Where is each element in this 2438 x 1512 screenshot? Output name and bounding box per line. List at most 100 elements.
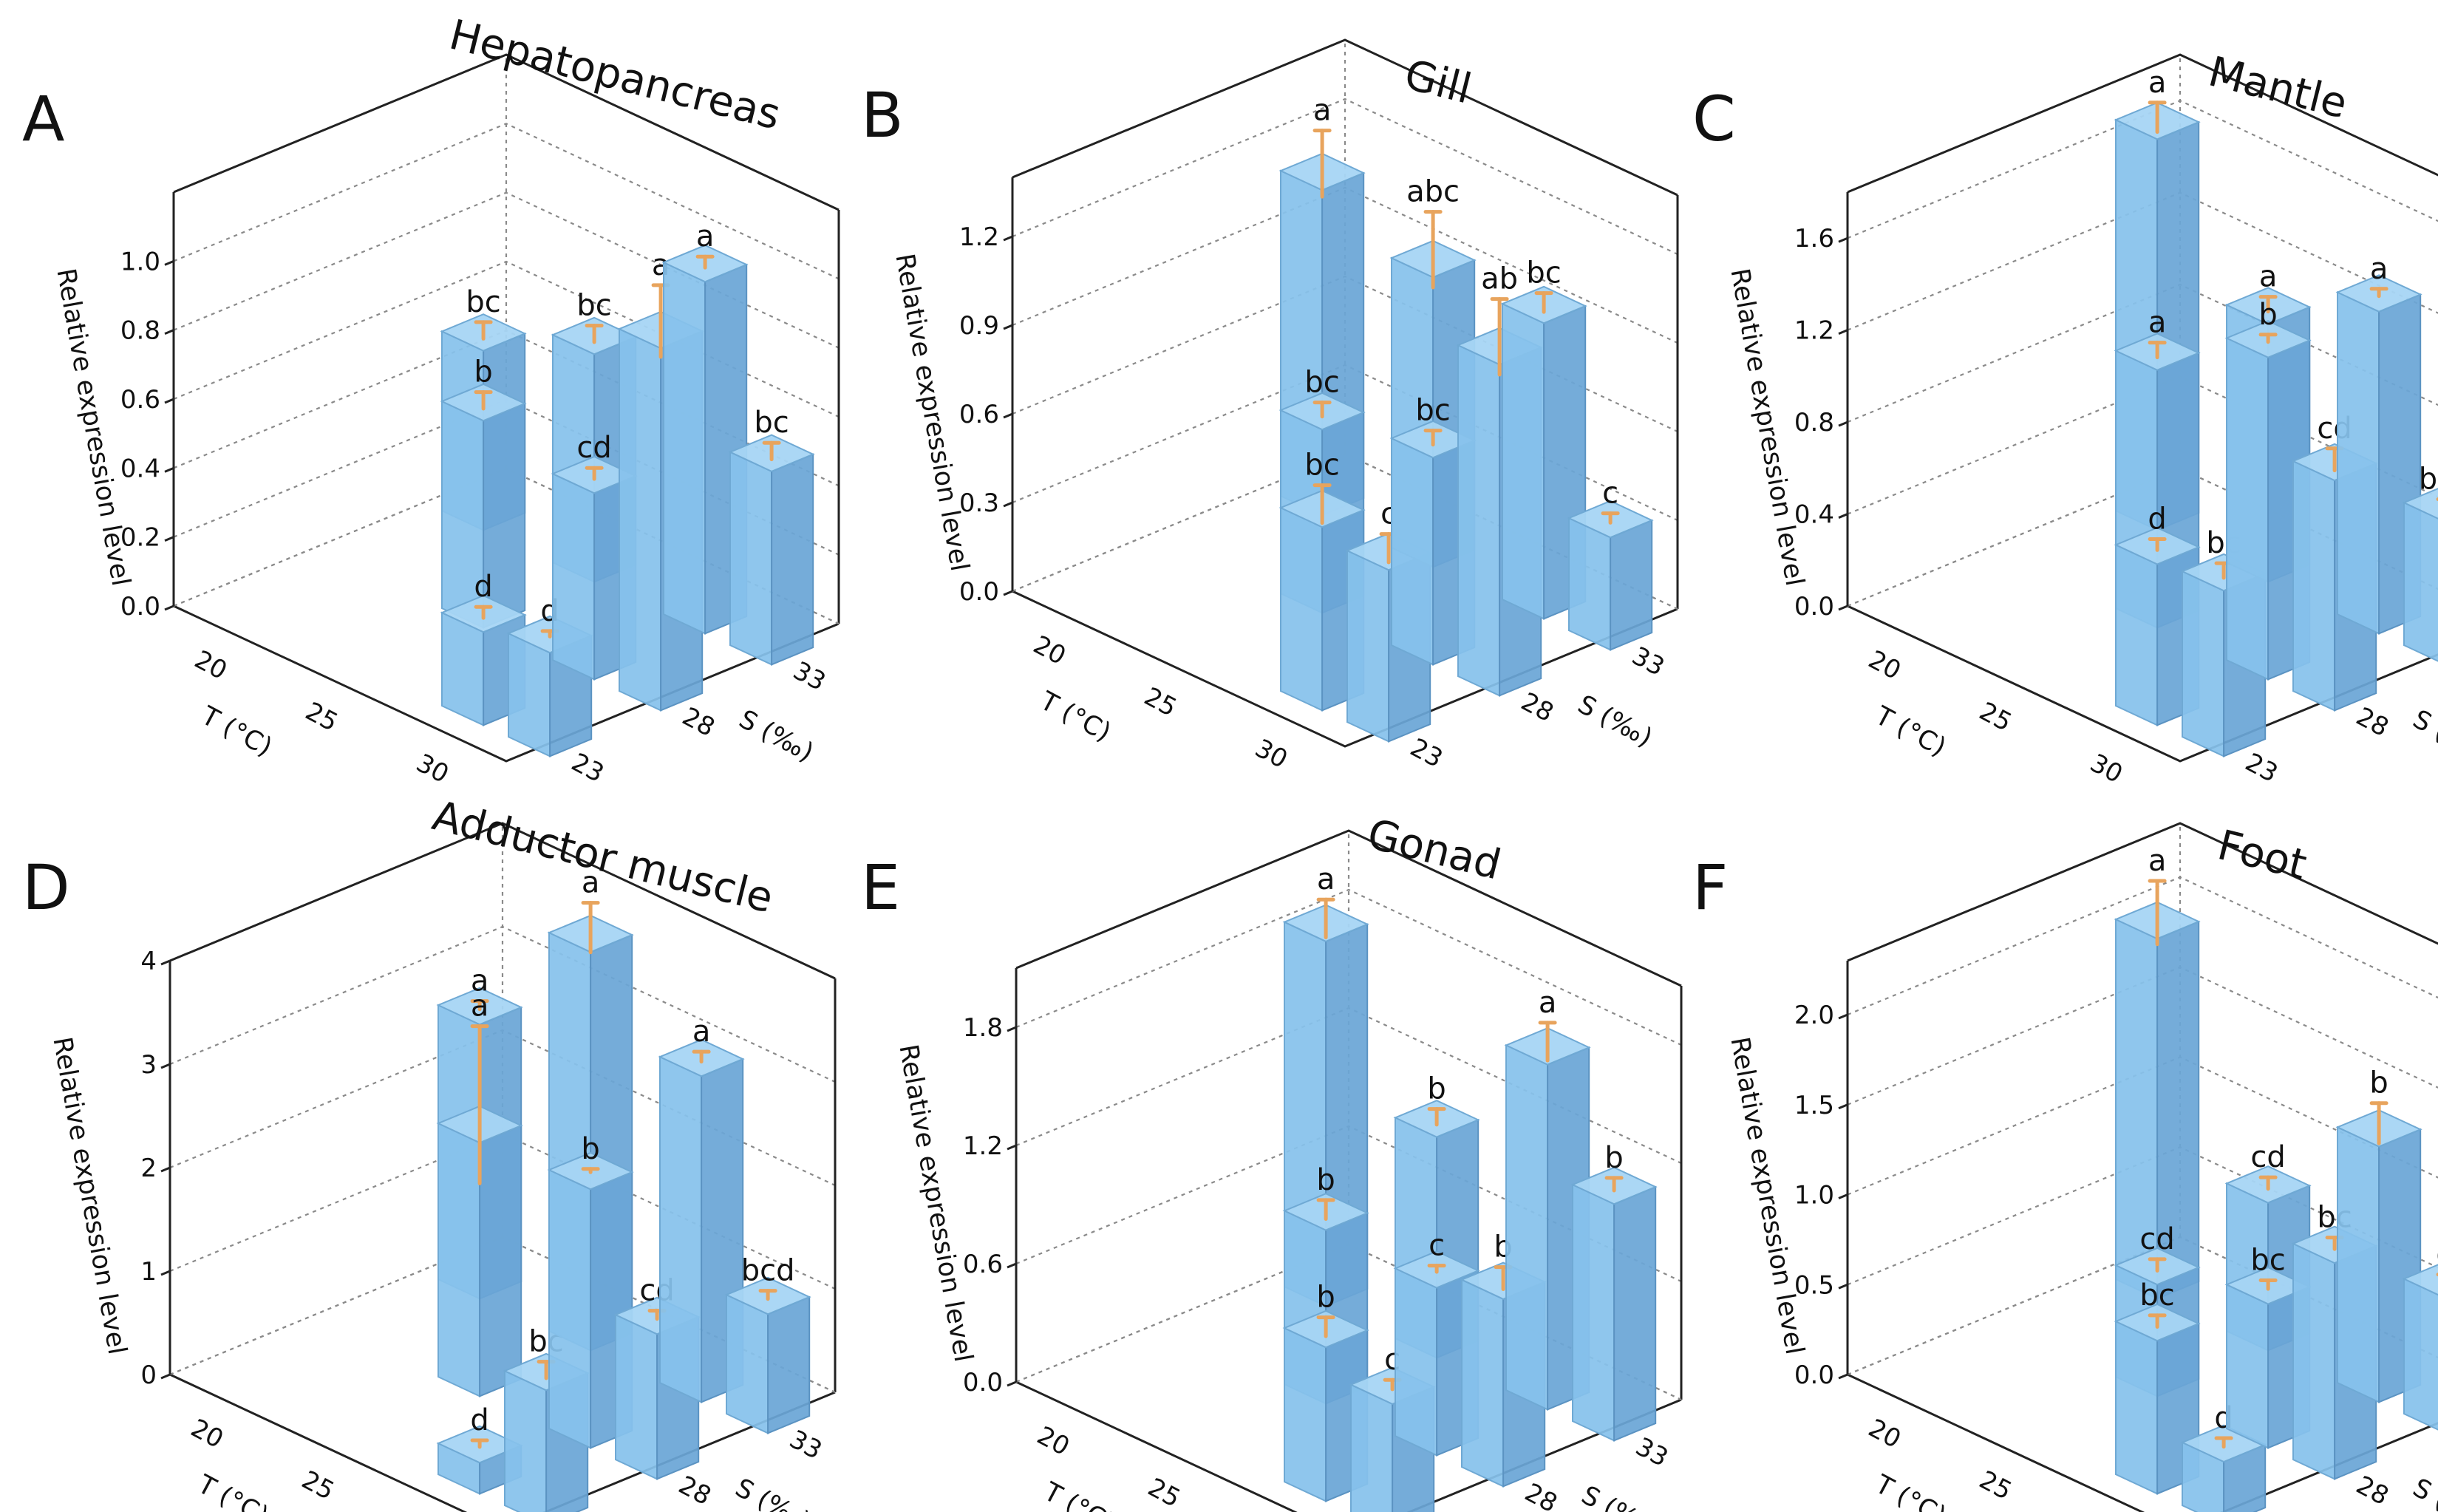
y-tick-label: 1.0: [1794, 1181, 1834, 1210]
y-tick-label: 0.3: [959, 488, 999, 518]
z-axis-label: S (‰): [1573, 689, 1657, 753]
bar-30-28: [2226, 1283, 2270, 1449]
top-frame: [169, 822, 836, 980]
x-tick-label: 20: [1032, 1420, 1075, 1462]
z-axis-label: S (‰): [2408, 704, 2438, 768]
bar-side: [771, 453, 814, 666]
y-tick-label: 0.8: [1794, 408, 1834, 437]
y-axis-label: Relative expression level: [893, 1042, 978, 1364]
x-tick-label: 30: [2085, 748, 2128, 789]
top-frame: [1015, 829, 1682, 987]
bar-30-23: [1284, 1327, 1327, 1502]
y-tick: [1838, 1193, 1848, 1199]
y-axis-label: Relative expression level: [47, 1035, 132, 1357]
y-tick-label: 0.0: [959, 577, 999, 607]
significance-label: bc: [2139, 1278, 2174, 1312]
significance-label: cd: [2250, 1140, 2285, 1174]
significance-label: a: [471, 964, 489, 998]
top-frame: [1012, 38, 1678, 197]
x-axis-label: T (°C): [1870, 701, 1951, 763]
y-tick-label: 4: [140, 947, 157, 976]
significance-label: a: [2148, 844, 2167, 878]
panel-letter: D: [22, 851, 70, 924]
z-tick-label: 28: [678, 701, 720, 743]
bar-top: [2402, 1264, 2438, 1296]
significance-label: bc: [754, 406, 789, 440]
y-tick: [1838, 329, 1848, 336]
floor-axis: [173, 605, 840, 763]
x-axis-label: T (°C): [196, 701, 277, 763]
y-tick-label: 1.2: [959, 222, 999, 252]
y-tick-label: 1.2: [1794, 316, 1834, 346]
significance-label: b: [1316, 1163, 1335, 1197]
panel-letter: F: [1692, 851, 1728, 924]
bar-30-33: [659, 1055, 703, 1403]
y-tick: [1003, 324, 1013, 330]
top-frame: [1847, 53, 2438, 194]
z-tick-label: 28: [1516, 687, 1559, 728]
significance-label: a: [582, 866, 600, 900]
bar-30-28: [552, 472, 596, 681]
z-axis-label: S (‰): [730, 1473, 814, 1512]
y-tick: [1003, 501, 1013, 508]
significance-label: a: [1539, 986, 1557, 1020]
y-tick: [160, 1270, 171, 1276]
significance-label: b: [1427, 1072, 1446, 1106]
gridline: [1015, 888, 1682, 1046]
y-tick: [1838, 420, 1848, 427]
bar-35-23: [2182, 570, 2225, 757]
y-tick-label: 1.0: [120, 247, 160, 276]
y-tick-label: 1.2: [963, 1131, 1003, 1161]
significance-label: bc: [1304, 449, 1339, 483]
y-tick: [1003, 590, 1013, 596]
significance-label: cd: [2139, 1222, 2174, 1256]
bar-30-28: [2226, 336, 2270, 681]
z-axis-label: S (‰): [734, 704, 818, 768]
x-tick-label: 30: [412, 748, 454, 789]
floor-axis: [169, 1373, 836, 1512]
z-tick-label: 33: [785, 1424, 827, 1465]
bar-side: [1613, 1185, 1657, 1442]
bar-30-33: [2337, 1126, 2380, 1403]
significance-label: a: [696, 219, 715, 253]
significance-label: b: [2258, 298, 2277, 332]
bar-30-33: [1502, 302, 1545, 620]
x-tick-label: 30: [1250, 733, 1293, 774]
floor-axis: [1015, 1380, 1682, 1512]
x-axis-label: T (°C): [192, 1469, 273, 1512]
bar-30-28: [548, 1168, 592, 1449]
y-tick: [160, 959, 171, 966]
x-tick-label: 20: [186, 1413, 228, 1454]
bar-30-33: [1505, 1043, 1549, 1411]
y-tick-label: 0.4: [120, 454, 160, 483]
y-tick-label: 0.4: [1794, 500, 1834, 530]
y-tick-label: 0.6: [959, 400, 999, 429]
top-frame: [1847, 822, 2438, 962]
y-tick: [164, 398, 174, 404]
panel-letter: A: [22, 83, 64, 155]
panel-letter: C: [1692, 83, 1736, 155]
x-tick-label: 25: [1143, 1472, 1185, 1512]
y-tick: [164, 259, 174, 266]
bar-35-23: [1346, 549, 1390, 743]
significance-label: d: [2148, 502, 2166, 536]
y-tick: [1838, 236, 1848, 243]
y-tick: [164, 536, 174, 542]
y-tick-label: 0.0: [120, 592, 160, 622]
significance-label: b: [2369, 1066, 2388, 1100]
bar-side: [1610, 519, 1653, 651]
y-tick: [1007, 1262, 1017, 1269]
significance-label: b: [474, 355, 492, 389]
significance-label: a: [1317, 862, 1335, 896]
floor-axis: [1012, 590, 1678, 748]
significance-label: a: [1313, 94, 1332, 128]
significance-label: d: [470, 1403, 488, 1437]
y-tick-label: 0: [140, 1361, 157, 1390]
y-tick: [164, 466, 174, 473]
significance-label: bc: [1526, 256, 1561, 290]
x-tick-label: 20: [1864, 644, 1906, 686]
